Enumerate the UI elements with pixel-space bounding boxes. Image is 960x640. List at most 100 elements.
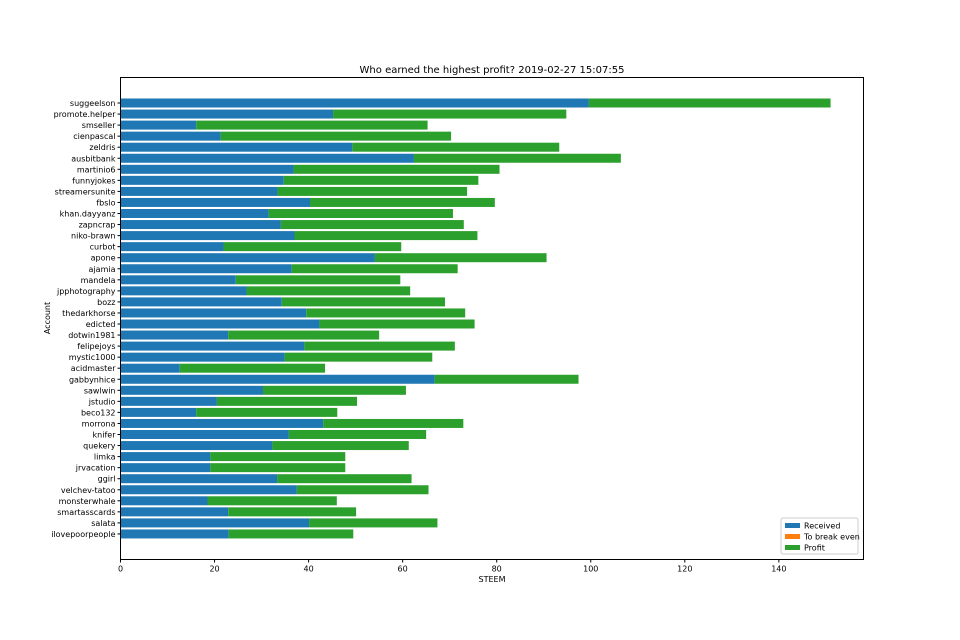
bar-profit-mystic1000 [284, 352, 433, 362]
legend-label-profit: Profit [804, 544, 825, 553]
bar-profit-limka [210, 452, 346, 462]
bar-received-suggeelson [120, 98, 589, 108]
y-tick-label: zeldris [89, 143, 115, 152]
bar-profit-ausbitbank [413, 153, 621, 163]
x-tick-label: 80 [492, 565, 502, 574]
y-tick-label: streamersunite [55, 187, 116, 196]
legend-swatch-to-break-even [785, 534, 800, 539]
bar-profit-fbslo [310, 197, 495, 207]
y-tick-label: knifer [93, 431, 117, 440]
y-tick-label: jrvacation [75, 464, 116, 473]
bar-profit-acidmaster [179, 363, 326, 373]
bar-received-monsterwhale [120, 496, 208, 506]
x-tick-label: 0 [118, 565, 123, 574]
y-tick-label: ilovepoorpeople [51, 530, 115, 539]
bar-profit-smartasscards [228, 507, 357, 517]
bar-received-dotwin1981 [120, 330, 229, 340]
bar-profit-khan.dayyanz [268, 209, 453, 218]
y-tick-label: acidmaster [71, 364, 117, 373]
bar-received-jstudio [120, 396, 217, 406]
y-tick-label: morrona [82, 419, 116, 428]
bar-profit-mandela [235, 275, 401, 285]
bar-received-khan.dayyanz [120, 209, 269, 218]
legend-swatch-profit [785, 545, 800, 550]
x-tick-label: 40 [304, 565, 314, 574]
bar-profit-morrona [323, 418, 464, 428]
bar-profit-salata [309, 518, 438, 528]
bar-received-jpphotography [120, 286, 247, 296]
bar-received-martinio6 [120, 164, 294, 174]
bar-received-funnyjokes [120, 175, 284, 185]
bar-profit-smseller [196, 120, 428, 130]
x-tick-label: 140 [771, 565, 786, 574]
y-tick-label: khan.dayyanz [60, 210, 116, 219]
bar-received-apone [120, 253, 375, 263]
y-tick-label: curbot [90, 243, 116, 252]
y-tick-label: promote.helper [54, 110, 117, 119]
bar-profit-jrvacation [210, 463, 346, 473]
bar-received-mystic1000 [120, 352, 285, 362]
bar-received-promote.helper [120, 109, 334, 119]
bar-received-mandela [120, 275, 236, 285]
bar-received-acidmaster [120, 363, 180, 373]
bar-profit-ajamia [291, 264, 458, 274]
y-tick-label: jstudio [88, 397, 116, 406]
bar-profit-suggeelson [588, 98, 831, 108]
y-tick-label: fbslo [96, 198, 115, 207]
bars-group [120, 98, 831, 539]
bar-received-limka [120, 452, 211, 462]
bar-received-thedarkhorse [120, 308, 307, 318]
y-tick-label: mandela [81, 276, 116, 285]
y-tick-label: limka [94, 453, 116, 462]
bar-profit-martinio6 [293, 164, 500, 174]
y-tick-label: martinio6 [77, 165, 116, 174]
bar-profit-beco132 [196, 407, 338, 417]
bar-profit-ilovepoorpeople [228, 529, 354, 539]
bar-received-velchev-tatoo [120, 485, 297, 495]
bar-received-niko-brawn [120, 231, 295, 241]
bar-profit-edicted [319, 319, 475, 329]
bar-profit-ggirl [277, 474, 412, 484]
bar-profit-jpphotography [246, 286, 411, 296]
y-tick-label: velchev-tatoo [61, 486, 116, 495]
bar-received-jrvacation [120, 463, 211, 473]
bar-received-felipejoys [120, 341, 305, 351]
y-tick-label: felipejoys [77, 342, 115, 351]
y-tick-label: monsterwhale [59, 497, 116, 506]
y-tick-label: smartasscards [57, 508, 115, 517]
bar-received-streamersunite [120, 186, 278, 196]
bar-profit-streamersunite [277, 186, 468, 196]
bar-profit-apone [374, 253, 547, 263]
bar-profit-cienpascal [220, 131, 452, 141]
y-tick-label: bozz [97, 298, 115, 307]
bar-profit-bozz [281, 297, 445, 307]
y-tick-label: ggirl [98, 475, 116, 484]
bar-received-curbot [120, 242, 224, 252]
y-tick-label: edicted [86, 320, 116, 329]
bar-received-smartasscards [120, 507, 229, 517]
bar-profit-gabbynhice [434, 374, 579, 384]
y-tick-label: niko-brawn [71, 232, 115, 241]
chart-title: Who earned the highest profit? 2019-02-2… [360, 65, 625, 76]
y-tick-label: suggeelson [70, 99, 116, 108]
bar-profit-quekery [272, 441, 409, 451]
bar-profit-sawlwin [262, 385, 406, 395]
y-tick-label: ajamia [89, 265, 116, 274]
bar-received-edicted [120, 319, 320, 329]
bar-profit-monsterwhale [207, 496, 337, 506]
bar-profit-velchev-tatoo [296, 485, 429, 495]
bar-received-zeldris [120, 142, 353, 152]
x-ticks-group: 0 20 40 60 80 100 120 140 [118, 559, 786, 574]
legend-label-received: Received [804, 522, 840, 531]
y-tick-label: funnyjokes [72, 176, 115, 185]
bar-profit-dotwin1981 [228, 330, 380, 340]
bar-profit-funnyjokes [283, 175, 479, 185]
y-tick-label: thedarkhorse [62, 309, 115, 318]
bar-profit-knifer [288, 430, 427, 439]
bar-profit-felipejoys [304, 341, 455, 351]
bar-received-cienpascal [120, 131, 221, 141]
bar-received-ausbitbank [120, 153, 414, 163]
legend-label-to-break-even: To break even [803, 533, 860, 542]
